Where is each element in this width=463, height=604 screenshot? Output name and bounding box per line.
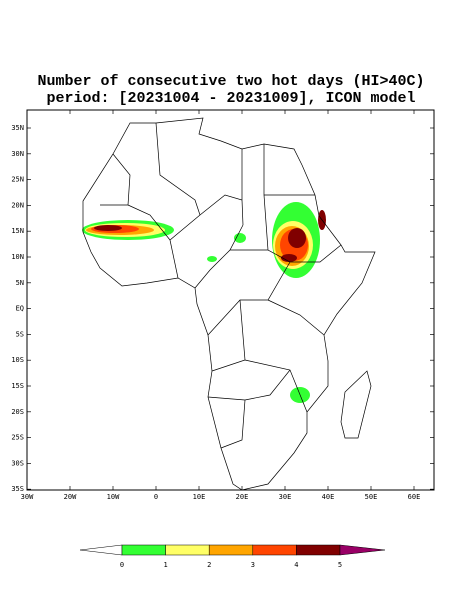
colorbar-label: 0: [120, 561, 124, 569]
lat-label: 15N: [11, 227, 24, 235]
colorbar-label: 2: [207, 561, 211, 569]
lat-label: 25N: [11, 176, 24, 184]
map-frame: [26, 109, 435, 491]
colorbar-box: [165, 544, 210, 556]
lat-label: 35S: [11, 485, 24, 493]
lon-label: 50E: [365, 493, 378, 501]
lon-label: 20W: [64, 493, 77, 501]
title-line: period: [20231004 - 20231009], ICON mode…: [46, 90, 415, 107]
title-line: Number of consecutive two hot days (HI>4…: [37, 73, 424, 90]
lon-label: 30W: [21, 493, 34, 501]
lat-label: 30N: [11, 150, 24, 158]
lat-label: 30S: [11, 459, 24, 467]
lat-label: 35N: [11, 124, 24, 132]
colorbar-label: 3: [251, 561, 255, 569]
map: [26, 109, 435, 491]
lat-label: 15S: [11, 382, 24, 390]
lon-label: 10W: [107, 493, 120, 501]
lat-label: 20S: [11, 408, 24, 416]
lat-label: 5N: [16, 279, 24, 287]
colorbar-label: 4: [294, 561, 298, 569]
lat-label: 20N: [11, 201, 24, 209]
colorbar-box: [208, 544, 254, 556]
colorbar-label: 5: [338, 561, 342, 569]
lon-label: 40E: [322, 493, 335, 501]
colorbar-high: [339, 544, 386, 556]
colorbar-box: [121, 544, 166, 556]
lat-label: EQ: [16, 305, 24, 313]
colorbar-box: [296, 544, 341, 556]
lon-label: 10E: [193, 493, 206, 501]
colorbar: [79, 544, 386, 556]
lat-label: 5S: [16, 330, 24, 338]
colorbar-label: 1: [163, 561, 167, 569]
colorbar-box: [252, 544, 297, 556]
country-borders: [100, 122, 342, 449]
lat-label: 10N: [11, 253, 24, 261]
lon-label: 0: [154, 493, 158, 501]
madagascar-outline: [340, 370, 372, 439]
lon-label: 20E: [236, 493, 249, 501]
africa-outline: [82, 117, 376, 491]
lon-label: 30E: [279, 493, 292, 501]
lon-label: 60E: [408, 493, 421, 501]
lat-label: 25S: [11, 434, 24, 442]
lat-label: 10S: [11, 356, 24, 364]
